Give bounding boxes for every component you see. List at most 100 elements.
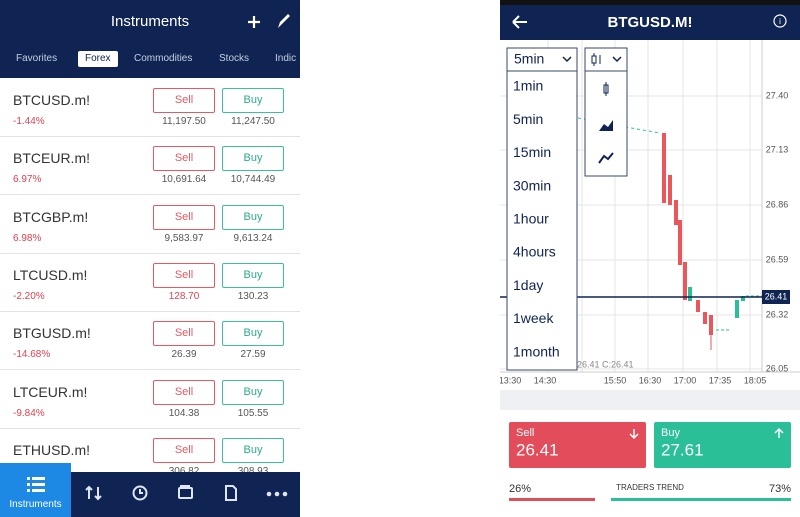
tab[interactable]: Indic: [275, 53, 297, 64]
change: -14.68%: [13, 349, 51, 361]
sell-button[interactable]: Sell: [153, 262, 215, 288]
header: [0, 0, 300, 78]
timeframe-menu: [506, 70, 578, 371]
buy-button[interactable]: Buy: [222, 321, 284, 347]
nav-icons: [27, 477, 288, 501]
sell-trend-bar: [509, 498, 595, 501]
buy-button[interactable]: Buy: [222, 204, 284, 230]
instrument-name: LTCUSD.m!: [13, 266, 88, 283]
row-divider: [0, 427, 300, 429]
header-icons[interactable]: [244, 12, 292, 32]
tab[interactable]: Favorites: [16, 53, 58, 64]
sell-button[interactable]: Sell: [153, 321, 215, 347]
time-tick-label: 16:30: [639, 375, 662, 385]
instruments-screen: Instruments Favorites Forex Commodities Sto…: [0, 0, 300, 517]
buy-button[interactable]: Buy: [222, 437, 284, 463]
tab[interactable]: Forex: [78, 51, 118, 67]
timeframe-option[interactable]: 1week: [513, 310, 554, 326]
change: -1.44%: [13, 116, 45, 127]
info-button[interactable]: [773, 14, 787, 28]
current-price: 26.41: [765, 291, 788, 301]
timeframe-option[interactable]: 1hour: [513, 211, 549, 227]
sell-button[interactable]: Sell: [153, 146, 215, 172]
change: -2.20%: [13, 290, 45, 302]
sell-price: 128.70: [168, 290, 200, 302]
timeframe-value: 5min: [514, 51, 544, 67]
row-divider: [0, 252, 300, 254]
sell-label: Sell: [516, 427, 534, 439]
timeframe-option[interactable]: 1day: [513, 277, 543, 293]
timeframe-option[interactable]: 30min: [513, 177, 551, 193]
sell-price: 104.38: [168, 407, 200, 419]
timeframe-option[interactable]: 15min: [513, 144, 551, 160]
sell-button[interactable]: Sell: [153, 379, 215, 405]
timeframe-option[interactable]: 1month: [513, 343, 560, 359]
buy-button[interactable]: Buy: [222, 88, 284, 113]
instrument-name: ETHUSD.m!: [13, 441, 90, 458]
buy-price: 105.55: [237, 407, 269, 419]
chart-type-select[interactable]: [584, 47, 628, 72]
buy-button[interactable]: Buy: [222, 146, 284, 172]
instrument-name: BTGUSD.m!: [13, 325, 91, 342]
sell-price: 10,691.64: [161, 174, 207, 186]
time-tick-label: 15:50: [604, 375, 627, 385]
sell-percent: 26%: [509, 483, 531, 495]
price-tick-label: 26.86: [766, 199, 789, 209]
buy-button[interactable]: [654, 422, 791, 468]
buy-percent: 73%: [769, 483, 791, 495]
price-tick-label: 27.13: [766, 144, 789, 154]
info-icon: i: [779, 17, 781, 26]
title: Instruments: [110, 13, 190, 30]
sell-price: 26.41: [516, 440, 559, 459]
timeframe-option[interactable]: 5min: [513, 111, 543, 127]
buy-price: 10,744.49: [230, 174, 276, 186]
sell-button[interactable]: Sell: [153, 204, 215, 230]
sell-price: 306.82: [153, 466, 215, 477]
chart-type-options[interactable]: [598, 82, 614, 164]
sell-button[interactable]: [509, 422, 646, 468]
candles: [662, 133, 762, 350]
buy-price: 9,613.24: [233, 232, 273, 244]
back-button[interactable]: [512, 15, 527, 29]
timeframe-options: 1min 5min 15min 30min 1hour 4hours 1day 1week 1m…: [513, 78, 560, 360]
buy-button[interactable]: Buy: [222, 262, 284, 288]
price-tick-label: 27.40: [766, 90, 789, 100]
tab[interactable]: Commodities: [134, 53, 193, 64]
instrument-name: BTCGBP.m!: [13, 208, 89, 225]
detail-screen: i BTGUSD.M! 26.41 27.40 27.13 26.86 26.59 26…: [500, 0, 800, 517]
buy-price: 27.59: [240, 349, 266, 361]
instrument-name: LTCEUR.m!: [13, 383, 88, 400]
separator: [500, 390, 800, 410]
instrument-name: BTCEUR.m!: [13, 150, 90, 167]
chevron: [562, 56, 572, 63]
row-divider: [0, 369, 300, 371]
timeframe-option[interactable]: 1min: [513, 78, 543, 94]
time-tick-label: 18:05: [744, 375, 767, 385]
sell-price: 26.39: [171, 349, 197, 361]
row-divider: [0, 136, 300, 137]
sell-button[interactable]: Sell: [153, 88, 215, 113]
current-price-tag: [762, 290, 790, 304]
time-tick-label: 17:00: [674, 375, 697, 385]
sell-button[interactable]: Sell: [153, 437, 215, 463]
time-tick-label: 13:30: [500, 375, 521, 385]
buy-price: 130.23: [237, 290, 269, 302]
timeframe-option[interactable]: 4hours: [513, 244, 556, 260]
price-tick-label: 26.32: [766, 309, 789, 319]
change: 6.98%: [13, 232, 42, 244]
ohlc-info: 26.41 C:26.41: [577, 359, 634, 369]
change: -9.84%: [13, 407, 45, 419]
status-bar: [500, 0, 800, 5]
change: 6.97%: [13, 174, 42, 186]
title: BTGUSD.M!: [608, 14, 693, 31]
sell-price: 11,197.50: [162, 116, 206, 127]
instrument-name: BTCUSD.m!: [13, 92, 90, 108]
tab[interactable]: Stocks: [219, 53, 250, 64]
row-divider: [0, 194, 300, 196]
buy-label: Buy: [661, 427, 680, 439]
buy-price: 27.61: [661, 440, 704, 459]
buy-button[interactable]: Buy: [222, 379, 284, 405]
price-tick-label: 26.05: [766, 363, 789, 373]
buy-price: 308.93: [222, 466, 284, 477]
